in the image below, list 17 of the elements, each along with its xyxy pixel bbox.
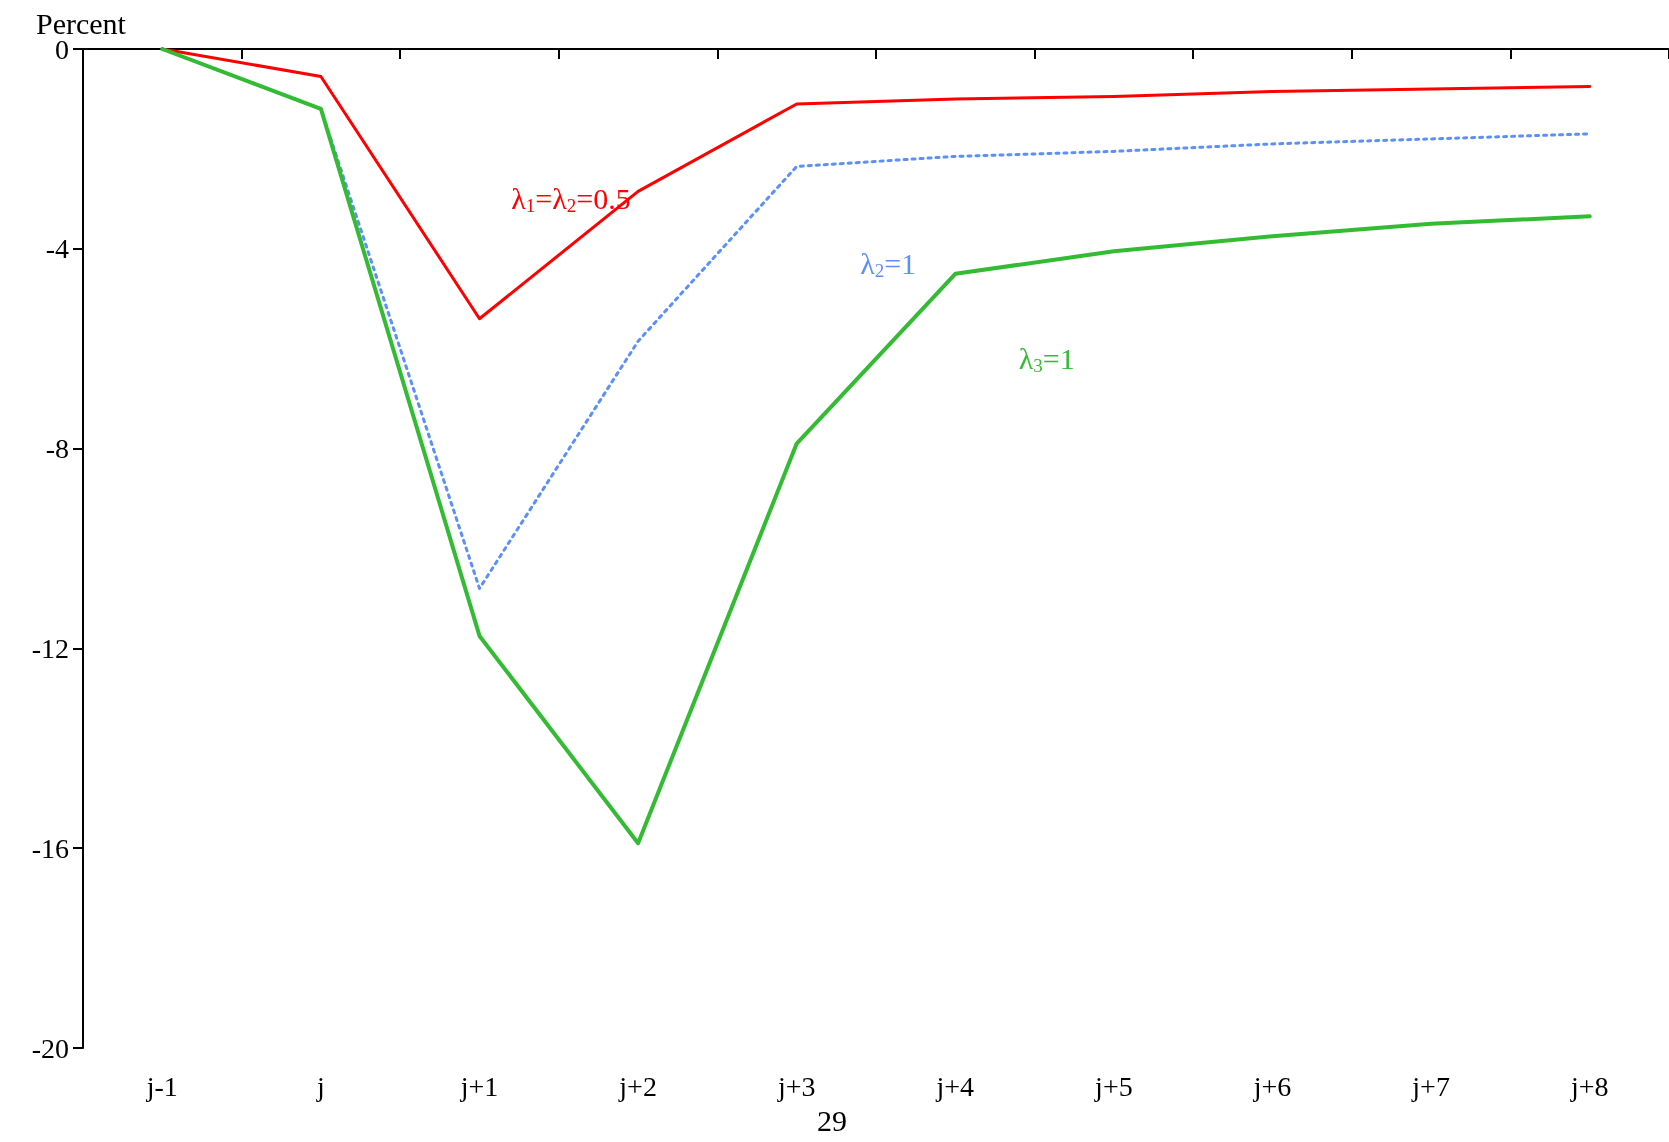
text: 29	[817, 1103, 847, 1137]
x-tick-label: j+5	[1094, 1070, 1133, 1102]
x-tick-label: j+2	[618, 1070, 657, 1102]
x-tick-label: j+6	[1252, 1070, 1292, 1102]
x-tick-label: j+7	[1411, 1070, 1450, 1102]
x-tick-label: j+4	[935, 1070, 975, 1102]
y-tick-label: -8	[45, 433, 69, 465]
x-tick-label: j+3	[776, 1070, 816, 1102]
line-series	[160, 47, 1592, 846]
x-tick-label: j+8	[1569, 1070, 1609, 1102]
y-tick-label: -12	[31, 632, 69, 664]
x-tick-label: j+1	[459, 1070, 499, 1102]
x-tick-label: j	[316, 1070, 325, 1102]
y-tick-label: -16	[31, 832, 69, 864]
y-tick-label: -4	[45, 233, 69, 265]
y-tick-label: -20	[31, 1032, 69, 1064]
x-tick-label: j-1	[145, 1070, 178, 1102]
